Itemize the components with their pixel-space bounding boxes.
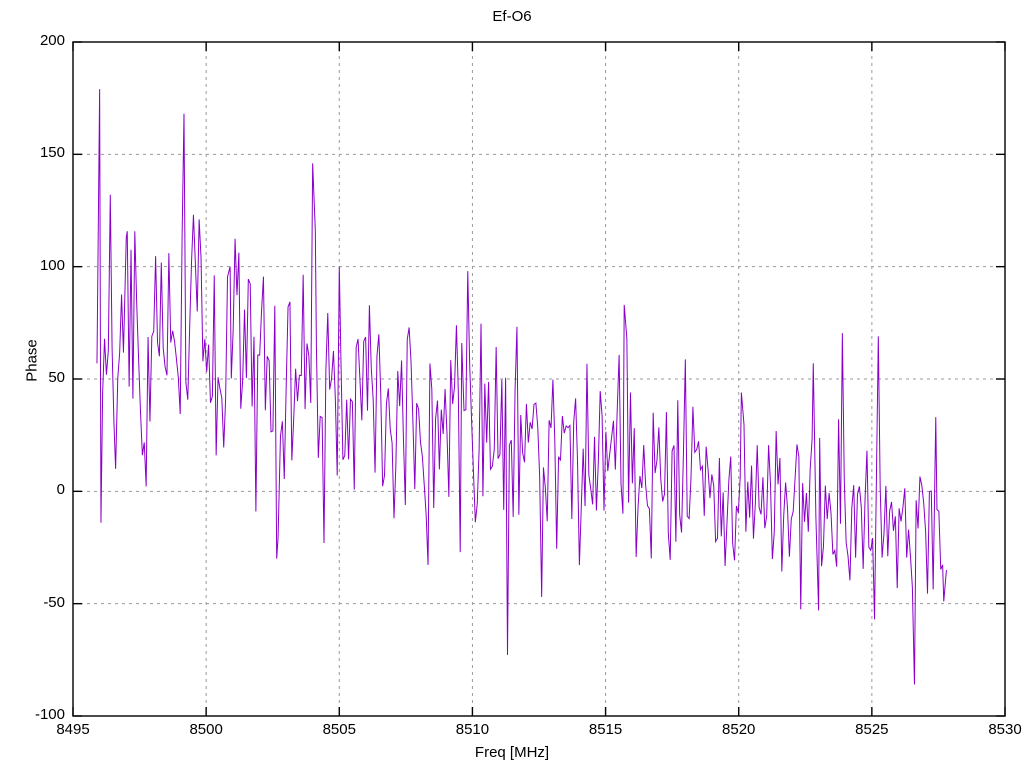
x-tick-label: 8510 bbox=[455, 721, 490, 738]
x-tick-label: 8530 bbox=[988, 721, 1022, 738]
x-tick-label: 8520 bbox=[722, 721, 756, 738]
y-tick-label: 100 bbox=[39, 256, 65, 274]
x-tick-label: 8525 bbox=[855, 721, 889, 738]
x-tick-label: 8500 bbox=[189, 721, 223, 738]
x-tick-label: 8515 bbox=[588, 721, 623, 738]
chart-title: Ef-O6 bbox=[492, 8, 532, 25]
y-tick-label: 200 bbox=[39, 32, 65, 49]
y-tick-label: 50 bbox=[48, 369, 65, 386]
y-tick-label: -100 bbox=[34, 706, 65, 723]
y-tick-label: -50 bbox=[43, 593, 65, 611]
y-tick-label: 150 bbox=[39, 144, 65, 162]
x-tick-label: 8495 bbox=[56, 721, 90, 738]
x-tick-label: 8505 bbox=[322, 721, 356, 738]
y-tick-label: 0 bbox=[56, 481, 65, 499]
x-axis-label: Freq [MHz] bbox=[474, 744, 550, 761]
data-series-line bbox=[96, 89, 947, 685]
